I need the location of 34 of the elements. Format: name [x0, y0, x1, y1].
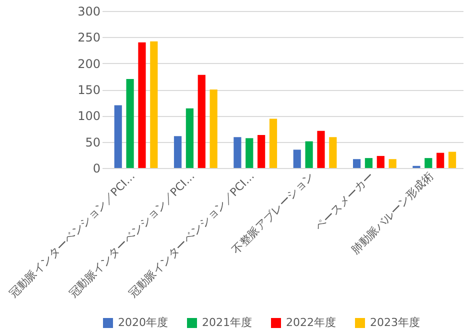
y-tick-label: 0 — [92, 162, 100, 176]
y-tick-label: 50 — [85, 135, 100, 150]
bar — [150, 41, 158, 168]
bar — [448, 152, 456, 168]
bar — [186, 108, 194, 168]
legend-label: 2022年度 — [286, 316, 336, 329]
legend-label: 2020年度 — [118, 316, 168, 329]
y-tick-label: 200 — [78, 56, 100, 71]
bar — [246, 138, 254, 168]
y-tick-label: 300 — [78, 4, 100, 18]
bar — [269, 118, 278, 168]
bar — [138, 42, 146, 168]
bar — [317, 130, 325, 168]
bar — [114, 105, 122, 168]
bar — [376, 156, 384, 168]
bar — [234, 137, 242, 168]
bar — [210, 90, 218, 168]
bar — [293, 150, 301, 168]
bar — [174, 136, 182, 168]
bar — [198, 74, 206, 168]
y-tick-label: 150 — [78, 83, 100, 97]
bar — [126, 79, 134, 168]
bar — [424, 158, 432, 168]
bar — [329, 137, 337, 168]
bar — [258, 135, 266, 168]
bar — [388, 159, 396, 168]
bar — [305, 141, 313, 168]
bar — [352, 159, 361, 168]
bar — [364, 158, 373, 168]
y-tick-label: 100 — [78, 109, 100, 124]
legend-label: 2021年度 — [202, 316, 252, 329]
bar — [436, 152, 444, 168]
y-tick-label: 250 — [78, 30, 100, 45]
legend-label: 2023年度 — [370, 316, 420, 329]
